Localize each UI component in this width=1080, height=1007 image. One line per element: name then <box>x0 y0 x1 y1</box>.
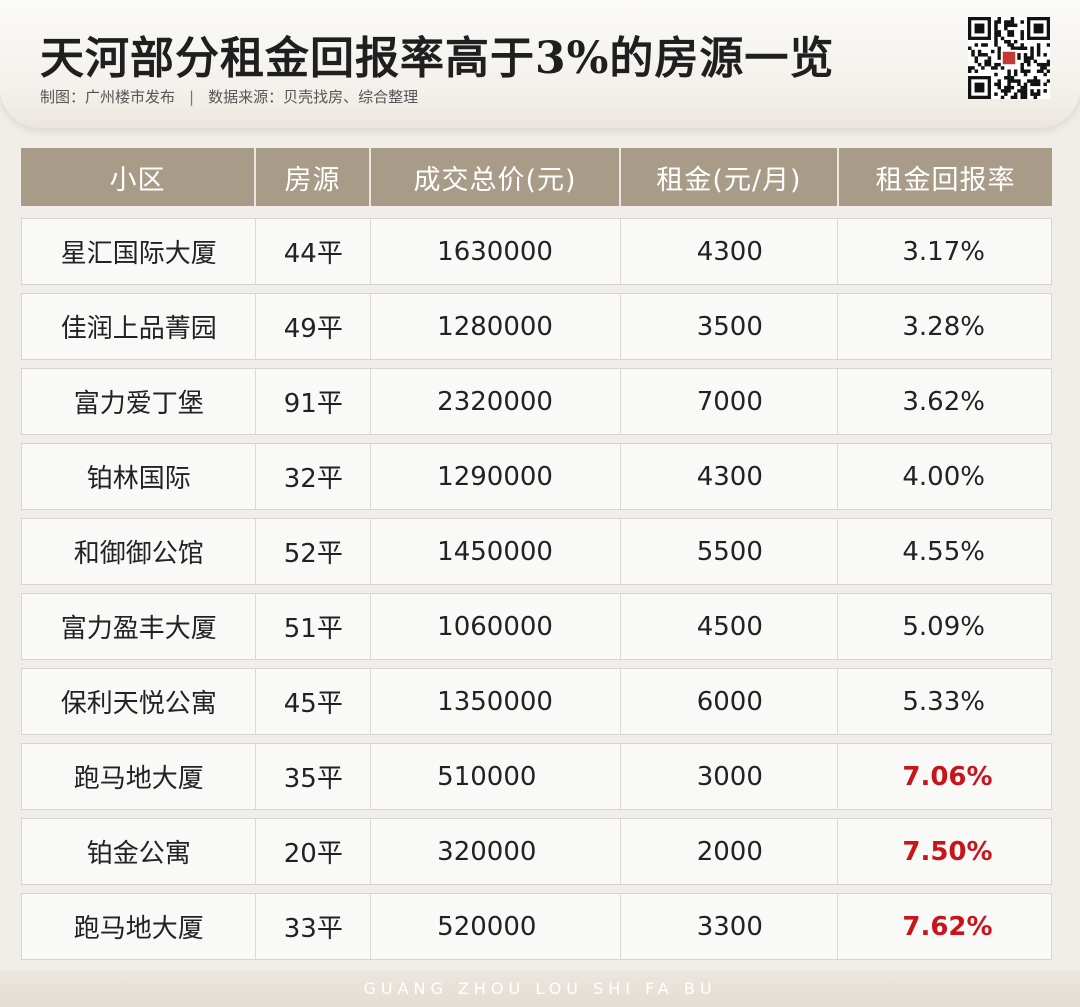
price-cell: 2320000 <box>371 369 621 434</box>
rate-cell: 7.06% <box>902 761 993 792</box>
price-cell: 520000 <box>371 894 621 959</box>
table-row: 星汇国际大厦 44平 1630000 4300 3.17% <box>21 218 1052 285</box>
area-cell: 52平 <box>256 519 372 584</box>
page-title: 天河部分租金回报率高于3%的房源一览 <box>40 33 835 84</box>
price-cell: 1350000 <box>371 669 621 734</box>
data-table: 小区 房源 成交总价(元) 租金(元/月) 租金回报率 星汇国际大厦 44平 163… <box>21 148 1052 968</box>
table-header: 小区 房源 成交总价(元) 租金(元/月) 租金回报率 <box>21 148 1052 206</box>
community-cell: 富力盈丰大厦 <box>22 594 257 659</box>
rent-cell: 4300 <box>621 219 839 284</box>
area-cell: 45平 <box>256 669 372 734</box>
price-cell: 320000 <box>371 819 621 884</box>
table-row: 富力盈丰大厦 51平 1060000 4500 5.09% <box>21 593 1052 660</box>
table-row: 富力爱丁堡 91平 2320000 7000 3.62% <box>21 368 1052 435</box>
community-cell: 富力爱丁堡 <box>22 369 257 434</box>
rate-cell: 4.00% <box>902 461 985 492</box>
price-cell: 1450000 <box>371 519 621 584</box>
community-cell: 铂林国际 <box>22 444 257 509</box>
community-cell: 跑马地大厦 <box>22 744 257 809</box>
community-cell: 佳润上品菁园 <box>22 294 257 359</box>
source-text: 数据来源：贝壳找房、综合整理 <box>208 88 419 106</box>
rate-cell: 4.55% <box>902 536 985 567</box>
page-header: 天河部分租金回报率高于3%的房源一览 制图：广州楼市发布 | 数据来源：贝壳找房、综… <box>0 0 1080 128</box>
rent-cell: 3000 <box>621 744 839 809</box>
area-cell: 33平 <box>256 894 372 959</box>
community-cell: 和御御公馆 <box>22 519 257 584</box>
rate-cell: 7.50% <box>902 836 993 867</box>
column-header-community: 小区 <box>21 148 256 206</box>
table-body: 星汇国际大厦 44平 1630000 4300 3.17% 佳润上品菁园 49平 128000… <box>21 218 1052 960</box>
column-header-price: 成交总价(元) <box>371 148 621 206</box>
table-row: 跑马地大厦 35平 510000 3000 7.06% <box>21 743 1052 810</box>
community-cell: 保利天悦公寓 <box>22 669 257 734</box>
area-cell: 20平 <box>256 819 372 884</box>
rent-cell: 3300 <box>621 894 839 959</box>
price-cell: 1630000 <box>371 219 621 284</box>
rate-cell: 7.62% <box>902 911 993 942</box>
rent-cell: 4500 <box>621 594 839 659</box>
rate-cell: 3.17% <box>902 236 985 267</box>
rate-cell: 5.33% <box>902 686 985 717</box>
table-row: 铂林国际 32平 1290000 4300 4.00% <box>21 443 1052 510</box>
table-row: 铂金公寓 20平 320000 2000 7.50% <box>21 818 1052 885</box>
price-cell: 1060000 <box>371 594 621 659</box>
price-cell: 510000 <box>371 744 621 809</box>
table-row: 佳润上品菁园 49平 1280000 3500 3.28% <box>21 293 1052 360</box>
area-cell: 44平 <box>256 219 372 284</box>
community-cell: 铂金公寓 <box>22 819 257 884</box>
table-row: 跑马地大厦 33平 520000 3300 7.62% <box>21 893 1052 960</box>
price-cell: 1280000 <box>371 294 621 359</box>
rent-cell: 4300 <box>621 444 839 509</box>
area-cell: 32平 <box>256 444 372 509</box>
table-row: 保利天悦公寓 45平 1350000 6000 5.33% <box>21 668 1052 735</box>
subtitle: 制图：广州楼市发布 | 数据来源：贝壳找房、综合整理 <box>40 86 418 107</box>
table-row: 和御御公馆 52平 1450000 5500 4.55% <box>21 518 1052 585</box>
rate-cell: 3.28% <box>902 311 985 342</box>
community-cell: 星汇国际大厦 <box>22 219 257 284</box>
area-cell: 91平 <box>256 369 372 434</box>
column-header-area: 房源 <box>256 148 371 206</box>
price-cell: 1290000 <box>371 444 621 509</box>
rent-cell: 2000 <box>621 819 839 884</box>
rate-cell: 3.62% <box>902 386 985 417</box>
column-header-rent: 租金(元/月) <box>621 148 839 206</box>
rent-cell: 3500 <box>621 294 839 359</box>
area-cell: 49平 <box>256 294 372 359</box>
rent-cell: 6000 <box>621 669 839 734</box>
credit-text: 制图：广州楼市发布 <box>40 88 176 106</box>
column-header-rate: 租金回报率 <box>875 164 1016 196</box>
footer-watermark: GUANG ZHOU LOU SHI FA BU <box>0 970 1080 1007</box>
area-cell: 35平 <box>256 744 372 809</box>
rate-cell: 5.09% <box>902 611 985 642</box>
community-cell: 跑马地大厦 <box>22 894 257 959</box>
rent-cell: 7000 <box>621 369 839 434</box>
qr-code-icon <box>968 17 1051 100</box>
separator: | <box>189 88 195 106</box>
rent-cell: 5500 <box>621 519 839 584</box>
area-cell: 51平 <box>256 594 372 659</box>
